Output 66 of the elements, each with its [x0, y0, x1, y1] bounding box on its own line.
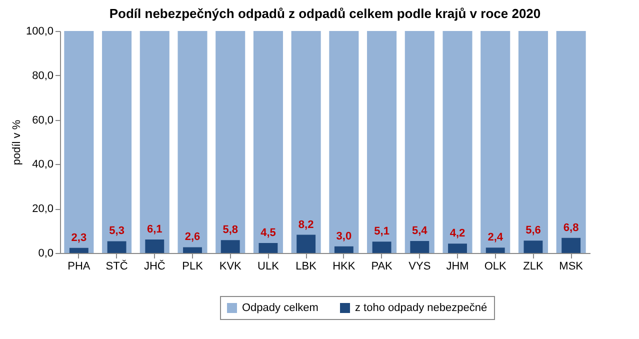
x-tick-label: LBK: [296, 260, 318, 272]
bar: [334, 246, 354, 253]
data-label: 5,8: [222, 224, 238, 236]
x-tick-label: OLK: [484, 260, 508, 272]
x-tick-label: HKK: [332, 260, 356, 272]
bar: [220, 240, 240, 253]
data-label: 5,4: [412, 225, 428, 238]
x-tick-label: ZLK: [523, 260, 544, 272]
y-axis-title: podíl v %: [10, 120, 23, 166]
data-label: 6,8: [563, 222, 579, 234]
x-tick-label: STČ: [106, 260, 128, 272]
data-label: 6,1: [146, 223, 162, 236]
data-label: 3,0: [336, 230, 352, 242]
y-tick-label: 80,0: [32, 70, 54, 82]
bar: [486, 248, 505, 253]
bar: [216, 31, 246, 253]
x-tick-label: PAK: [371, 260, 394, 272]
data-label: 2,6: [184, 231, 200, 244]
x-tick-label: ULK: [258, 260, 280, 272]
y-tick-label: 60,0: [32, 114, 54, 126]
x-tick-label: PLK: [182, 260, 204, 272]
bar: [372, 242, 392, 253]
bar: [367, 31, 397, 253]
bar: [258, 243, 278, 253]
legend-label: Odpady celkem: [242, 302, 318, 314]
bar: [410, 241, 430, 253]
y-tick-label: 0,0: [38, 248, 54, 260]
y-tick-label: 20,0: [32, 203, 54, 216]
bar: [140, 31, 170, 253]
bar: [291, 31, 321, 253]
bar: [296, 234, 316, 253]
bar: [562, 238, 581, 253]
bar: [518, 31, 548, 253]
bar: [145, 239, 164, 253]
bar: [102, 31, 132, 253]
bar: [178, 31, 208, 253]
legend-label: z toho odpady nebezpečné: [355, 302, 488, 314]
data-label: 4,2: [450, 228, 466, 240]
chart-title: Podíl nebezpečných odpadů z odpadů celkem podle krajů v roce 2020: [109, 6, 541, 21]
bar: [329, 31, 359, 253]
bar: [442, 31, 472, 253]
x-tick-label: MSK: [559, 260, 584, 272]
data-label: 2,3: [71, 232, 87, 244]
bar: [253, 31, 283, 253]
x-tick-label: JHČ: [144, 260, 166, 272]
bar: [556, 31, 586, 253]
x-tick-label: JHM: [446, 260, 469, 272]
data-label: 2,4: [488, 232, 504, 244]
bar: [64, 31, 94, 253]
bar: [480, 31, 510, 253]
data-label: 8,2: [298, 218, 314, 231]
bar: [524, 240, 543, 253]
x-tick-label: KVK: [219, 260, 242, 272]
bar: [448, 244, 467, 253]
x-tick-label: VYS: [408, 260, 431, 272]
data-label: 5,1: [374, 226, 390, 238]
data-label: 5,6: [526, 224, 541, 237]
data-label: 4,5: [260, 227, 276, 240]
y-tick-label: 40,0: [32, 158, 54, 171]
y-tick-label: 100,0: [26, 26, 54, 38]
data-label: 5,3: [109, 225, 124, 238]
bar: [183, 247, 202, 253]
bar: [69, 248, 88, 253]
bar: [404, 31, 434, 253]
x-tick-label: PHA: [68, 260, 91, 272]
bar: [107, 241, 126, 253]
